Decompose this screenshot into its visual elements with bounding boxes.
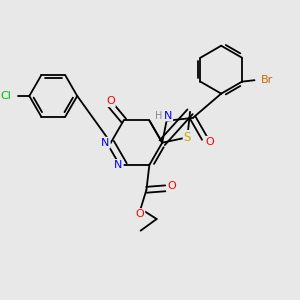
Text: Cl: Cl bbox=[1, 91, 11, 101]
Text: Br: Br bbox=[261, 75, 273, 85]
Text: O: O bbox=[206, 137, 214, 147]
Text: H: H bbox=[155, 110, 162, 121]
Text: S: S bbox=[184, 131, 191, 144]
Text: N: N bbox=[114, 160, 123, 170]
Text: N: N bbox=[164, 110, 172, 121]
Text: O: O bbox=[106, 96, 115, 106]
Text: N: N bbox=[101, 138, 110, 148]
Text: O: O bbox=[167, 181, 176, 191]
Text: O: O bbox=[136, 209, 144, 219]
